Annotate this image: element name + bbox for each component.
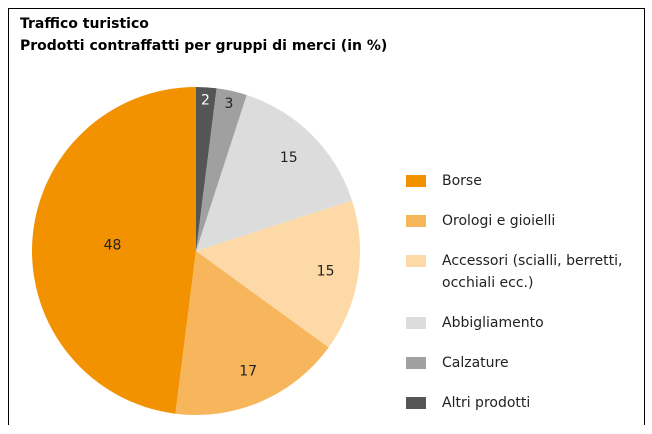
pie-slice — [196, 95, 352, 251]
data-label: 3 — [224, 96, 233, 112]
legend-swatch — [406, 175, 426, 187]
pie-slice — [196, 87, 217, 251]
legend-swatch — [406, 215, 426, 227]
legend-swatch — [406, 397, 426, 409]
legend-label: Borse — [442, 173, 482, 189]
data-label: 2 — [201, 92, 210, 108]
legend-item: Accessori (scialli, berretti, occhiali e… — [406, 250, 636, 294]
legend-item: Abbigliamento — [406, 312, 636, 334]
pie-slice — [196, 200, 360, 348]
legend-label: Abbigliamento — [442, 315, 544, 331]
legend-item: Orologi e gioielli — [406, 210, 636, 232]
legend: Borse Orologi e gioielli Accessori (sciall… — [406, 170, 636, 414]
legend-swatch — [406, 255, 426, 267]
pie-slice — [175, 251, 329, 415]
data-label: 17 — [239, 363, 257, 379]
data-label: 15 — [317, 264, 335, 280]
frame — [8, 8, 645, 425]
legend-item: Calzature — [406, 352, 636, 374]
legend-label: Orologi e gioielli — [442, 213, 556, 229]
pie-slice — [196, 88, 247, 252]
data-label: 48 — [104, 238, 122, 254]
legend-label: Altri prodotti — [442, 395, 531, 411]
legend-swatch — [406, 317, 426, 329]
legend-item: Altri prodotti — [406, 392, 636, 414]
chart-subtitle: Prodotti contraffatti per gruppi di merc… — [20, 38, 388, 54]
legend-item: Borse — [406, 170, 636, 192]
legend-label: Calzature — [442, 355, 509, 371]
pie-slice — [31, 87, 196, 414]
legend-swatch — [406, 357, 426, 369]
chart-title: Traffico turistico — [20, 16, 149, 32]
data-label: 15 — [280, 150, 298, 166]
legend-label: Accessori (scialli, berretti, occhiali e… — [442, 253, 623, 291]
